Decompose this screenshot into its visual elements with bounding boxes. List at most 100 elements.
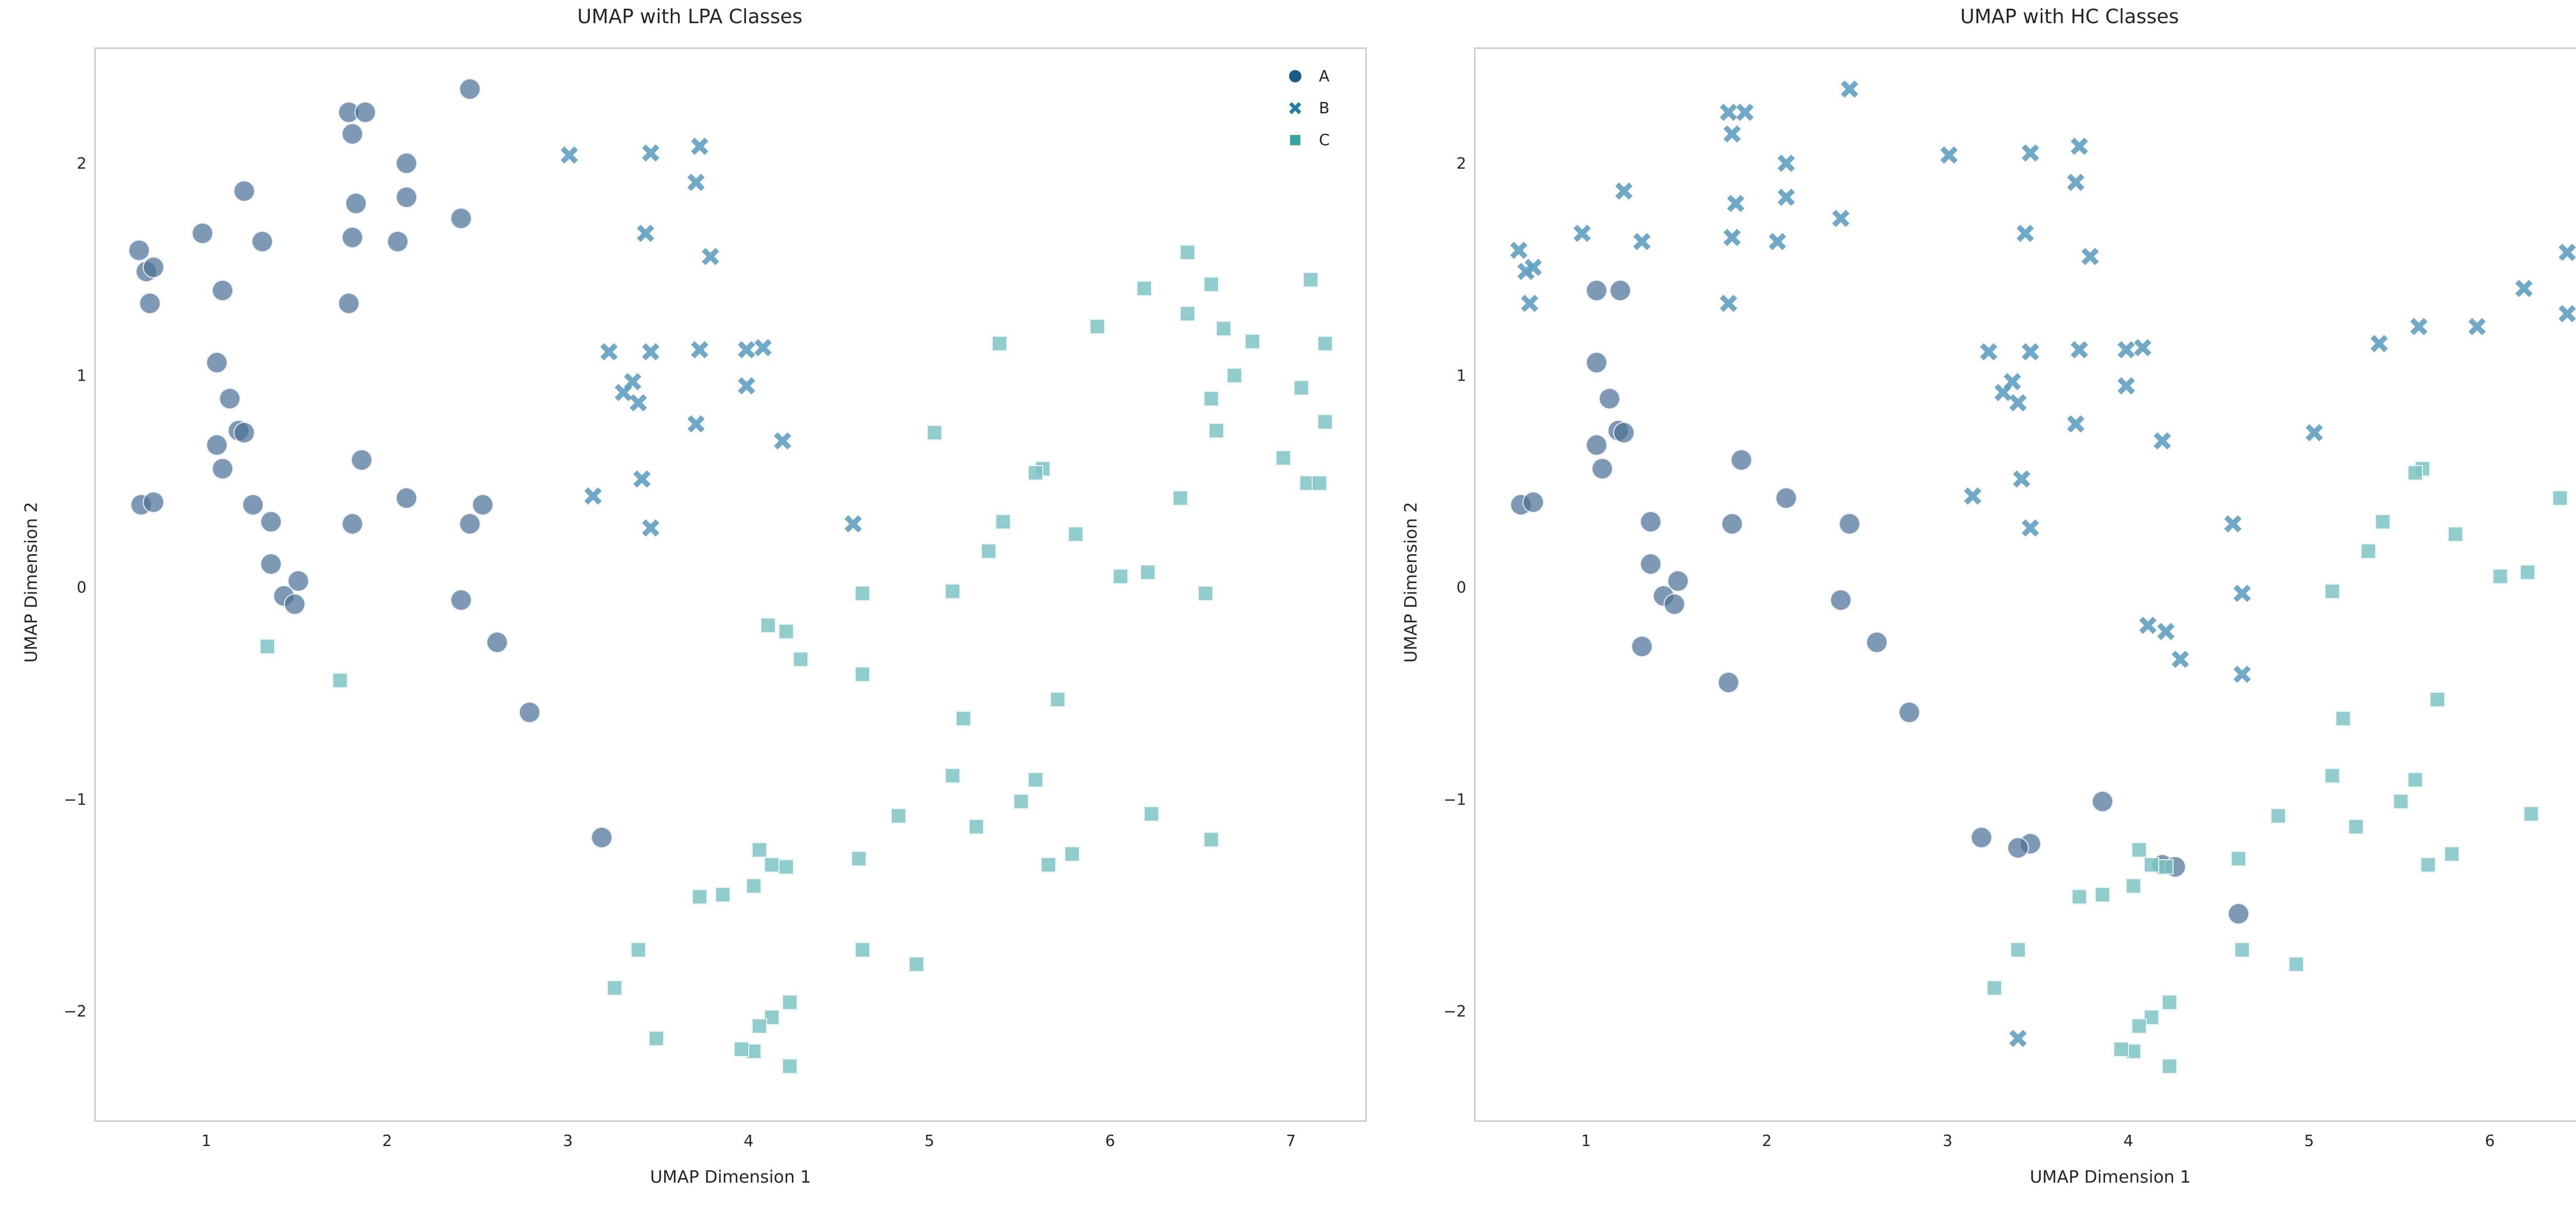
data-point-square (606, 980, 622, 996)
data-point-square (764, 1010, 780, 1026)
data-point-circle (450, 589, 472, 611)
data-point-x-cross-icon (1725, 193, 1746, 214)
data-point-square (2325, 584, 2341, 600)
data-point-circle (242, 493, 264, 516)
data-point-circle (459, 513, 481, 535)
data-point-x-cross-icon (2467, 316, 2487, 337)
data-point-square (854, 586, 870, 602)
data-point-circle (273, 585, 295, 607)
data-point-x-cross-icon (686, 414, 706, 434)
page-title-hc: UMAP with HC Classes (1960, 5, 2179, 28)
data-point-circle (128, 239, 150, 261)
data-point-x-cross-icon (2020, 143, 2041, 163)
data-point-x-cross-icon (689, 339, 710, 360)
data-point-square (2552, 490, 2568, 506)
data-point-square (751, 1018, 767, 1034)
data-point-circle (211, 457, 233, 480)
data-point-square (2519, 565, 2535, 581)
data-point-circle (1586, 351, 1608, 373)
legend-item-label: B (1319, 99, 1330, 117)
data-point-x-cross-icon (2008, 392, 2028, 413)
xaxis-label-hc: UMAP Dimension 1 (2029, 1167, 2191, 1187)
data-point-x-cross-icon (1718, 102, 1739, 123)
data-point-circle (345, 193, 367, 215)
data-point-square (1203, 276, 1219, 292)
data-point-x-cross-icon (2008, 1028, 2028, 1049)
data-point-square (778, 859, 794, 875)
data-point-circle (2092, 790, 2114, 812)
data-point-x-cross-icon (622, 371, 643, 392)
data-point-square (1312, 475, 1328, 491)
data-point-x-cross-icon (1718, 293, 1739, 314)
data-point-x-cross-icon (2065, 414, 2086, 434)
legend-item-B[interactable]: B (1286, 99, 1334, 117)
data-point-circle (459, 78, 481, 100)
data-point-square (1013, 793, 1029, 809)
data-point-square (1067, 526, 1083, 542)
data-point-square (2444, 846, 2460, 862)
data-point-square (1035, 460, 1051, 476)
data-point-square (956, 711, 972, 727)
data-point-x-cross-icon (632, 469, 652, 489)
data-point-x-cross-icon (559, 145, 580, 165)
data-point-circle (2164, 856, 2186, 878)
data-point-x-cross-icon (2557, 242, 2576, 263)
data-point-circle (1829, 589, 1852, 611)
data-point-square (1198, 586, 1214, 602)
data-point-x-cross-icon (640, 143, 661, 163)
yaxis-tick-label: 1 (76, 367, 87, 385)
data-point-square (1294, 380, 1310, 396)
data-point-circle (139, 292, 161, 314)
data-point-square (733, 1041, 749, 1057)
legend-item-A[interactable]: A (1286, 67, 1334, 86)
data-point-square (1299, 475, 1315, 491)
data-point-square (1302, 272, 1318, 288)
data-point-circle (143, 256, 165, 278)
data-point-square (746, 878, 762, 894)
data-point-circle (1613, 421, 1635, 443)
data-point-circle (135, 261, 158, 282)
yaxis-tick-label: 1 (1456, 367, 1466, 385)
yaxis-tick-label: −2 (63, 1002, 87, 1021)
data-point-circle (450, 208, 472, 230)
data-point-x-cross-icon (1572, 223, 1592, 244)
data-point-circle (1609, 280, 1631, 302)
data-point-circle (354, 101, 376, 124)
data-point-x-cross-icon (2002, 371, 2023, 392)
data-point-circle (1631, 636, 1653, 658)
data-point-circle (338, 101, 360, 124)
data-point-x-cross-icon (2156, 621, 2176, 642)
data-point-circle (1971, 826, 1993, 848)
data-point-square (1089, 318, 1105, 334)
data-point-circle (233, 421, 255, 443)
xaxis-tick-label: 4 (2123, 1132, 2133, 1150)
data-point-x-cross-icon (1722, 227, 1742, 248)
data-point-circle (1721, 513, 1743, 535)
xaxis-tick-label: 7 (1286, 1132, 1296, 1150)
data-point-x-cross-icon (1516, 261, 1536, 282)
data-point-circle (211, 280, 233, 302)
data-point-circle (1586, 434, 1608, 456)
data-point-circle (143, 491, 165, 514)
data-point-circle (1522, 491, 1545, 514)
data-point-square (890, 808, 906, 824)
data-point-square (2348, 818, 2364, 834)
data-point-x-cross-icon (1632, 231, 1652, 252)
data-point-x-cross-icon (2065, 172, 2086, 193)
data-point-square (995, 514, 1011, 530)
data-point-x-cross-icon (2069, 136, 2090, 157)
data-point-square (793, 651, 809, 667)
data-point-x-cross-icon (2020, 342, 2041, 362)
yaxis-label-hc: UMAP Dimension 2 (1400, 502, 1421, 663)
legend-item-C[interactable]: C (1286, 131, 1334, 149)
data-point-square (782, 1058, 798, 1074)
data-point-square (2158, 859, 2174, 875)
data-point-circle (1839, 513, 1861, 535)
plot-area-hc (1476, 49, 2576, 1120)
circle-icon (1289, 70, 1301, 82)
data-point-circle (228, 419, 250, 441)
data-point-x-cross-icon (1962, 486, 1983, 506)
data-point-square (2335, 711, 2351, 727)
